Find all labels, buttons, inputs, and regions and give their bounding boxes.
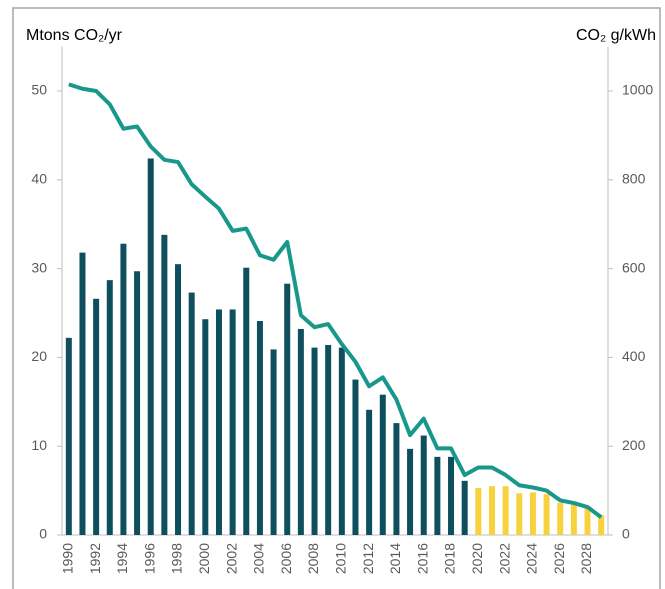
- y2-tick-label: 800: [622, 171, 646, 187]
- bar: [147, 158, 154, 535]
- x-tick-label: 1992: [87, 543, 103, 574]
- bar: [284, 283, 291, 535]
- y-tick-label: 50: [31, 82, 47, 98]
- bar: [325, 344, 332, 535]
- x-tick-label: 2008: [305, 543, 321, 574]
- bar: [297, 328, 304, 535]
- x-tick-label: 2004: [251, 543, 267, 574]
- x-tick-label: 2024: [524, 543, 540, 574]
- bar: [188, 292, 195, 535]
- x-tick-label: 1994: [114, 543, 130, 574]
- bar: [65, 337, 72, 535]
- bar: [366, 409, 373, 535]
- x-tick-label: 2006: [278, 543, 294, 574]
- bar: [161, 234, 168, 535]
- bar: [175, 264, 182, 535]
- x-tick-label: 2018: [442, 543, 458, 574]
- x-tick-label: 2010: [333, 543, 349, 574]
- bar: [106, 280, 113, 535]
- bar: [529, 492, 536, 535]
- bar: [570, 504, 577, 535]
- y2-tick-label: 600: [622, 259, 646, 275]
- x-tick-label: 1996: [141, 543, 157, 574]
- bar: [352, 379, 359, 535]
- y2-tick-label: 200: [622, 437, 646, 453]
- y2-tick-label: 0: [622, 526, 630, 542]
- y-axis-title: Mtons CO₂/yr: [26, 27, 123, 44]
- bar: [311, 347, 318, 535]
- y-tick-label: 30: [31, 259, 47, 275]
- y-tick-label: 10: [31, 437, 47, 453]
- y2-tick-label: 1000: [622, 82, 653, 98]
- x-tick-label: 2002: [223, 543, 239, 574]
- x-tick-label: 1998: [169, 543, 185, 574]
- bar: [120, 243, 127, 535]
- bar: [543, 494, 550, 535]
- x-tick-label: 2022: [496, 543, 512, 574]
- bar: [598, 515, 605, 535]
- frame: [12, 7, 661, 589]
- y-tick-label: 40: [31, 171, 47, 187]
- bar: [379, 394, 386, 535]
- x-tick-label: 2014: [387, 543, 403, 574]
- x-tick-label: 1990: [60, 543, 76, 574]
- bar: [557, 503, 564, 535]
- bar: [79, 252, 86, 535]
- bar: [270, 349, 277, 535]
- bar: [243, 267, 250, 535]
- y-tick-label: 0: [39, 526, 47, 542]
- bar: [256, 320, 263, 535]
- bar: [584, 508, 591, 535]
- bar: [229, 309, 236, 535]
- bar: [134, 271, 141, 535]
- y2-axis-title: CO₂ g/kWh: [576, 27, 656, 44]
- x-tick-label: 2026: [551, 543, 567, 574]
- bar: [502, 486, 509, 535]
- bar: [516, 493, 523, 535]
- bar: [215, 309, 222, 535]
- x-tick-label: 2020: [469, 543, 485, 574]
- bar: [434, 456, 441, 535]
- x-tick-label: 2016: [414, 543, 430, 574]
- y-tick-label: 20: [31, 348, 47, 364]
- bar: [488, 486, 495, 535]
- y2-tick-label: 400: [622, 348, 646, 364]
- bar: [93, 298, 100, 535]
- bar: [420, 435, 427, 535]
- x-tick-label: 2000: [196, 543, 212, 574]
- line: [68, 82, 603, 519]
- x-tick-label: 2028: [578, 543, 594, 574]
- bar: [338, 347, 345, 535]
- x-tick-label: 2012: [360, 543, 376, 574]
- bar: [448, 456, 455, 535]
- bar: [393, 423, 400, 535]
- bar: [407, 448, 414, 535]
- bar: [475, 487, 482, 535]
- bar: [202, 319, 209, 535]
- bar: [461, 480, 468, 535]
